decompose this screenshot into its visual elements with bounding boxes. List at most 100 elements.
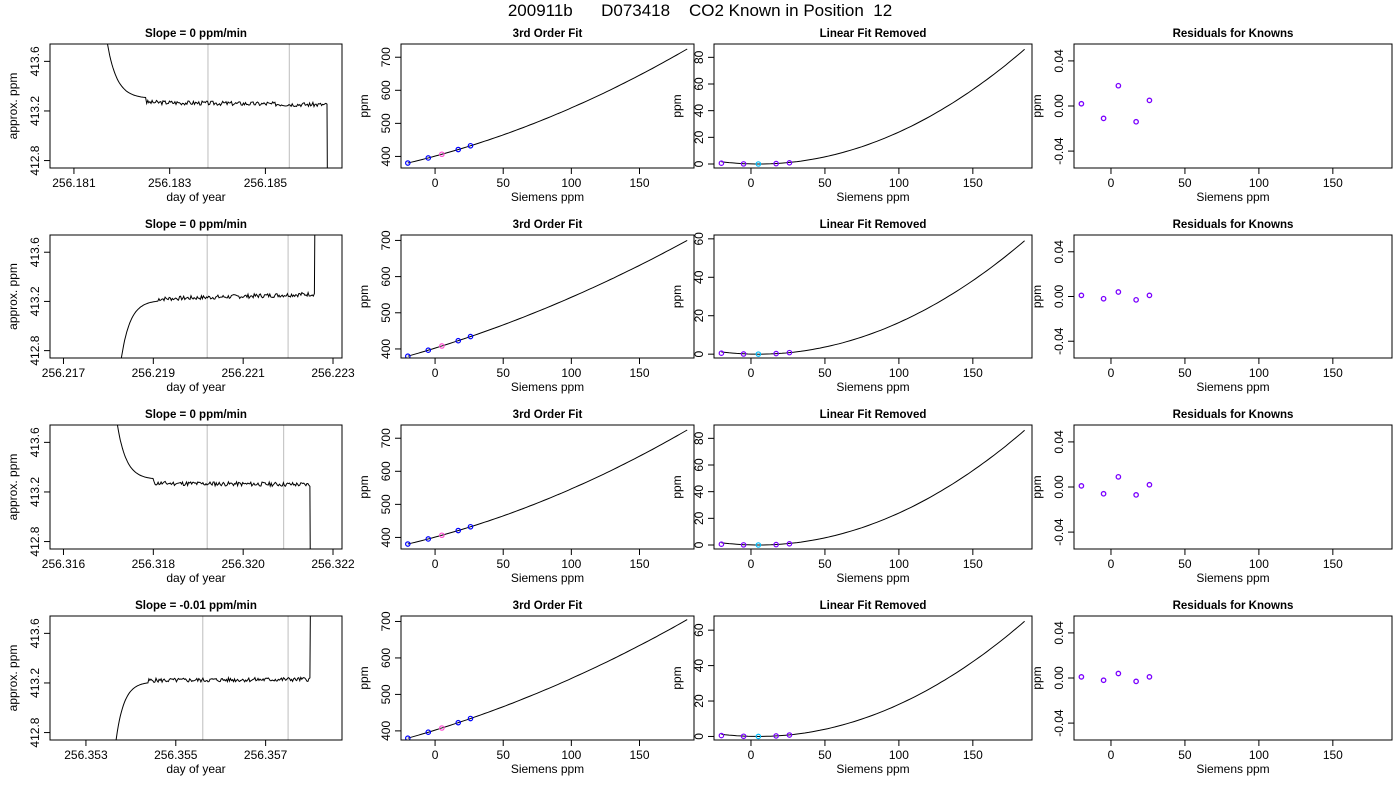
x-tick-label: 100	[561, 748, 581, 762]
panel-r2-c4: Residuals for Knowns Siemens ppm ppm 0 50 100…	[1030, 219, 1393, 394]
y-axis-label: ppm	[1030, 285, 1044, 308]
data-point	[1133, 118, 1139, 125]
plot-frame	[49, 43, 343, 169]
x-tick-label: 0	[748, 748, 755, 762]
panel-title: Residuals for Knowns	[1173, 600, 1294, 612]
fit-curve	[407, 619, 688, 739]
plot-area	[1078, 289, 1153, 303]
y-tick-label: 40	[692, 659, 706, 673]
data-point	[467, 523, 474, 530]
y-tick-label: 600	[379, 461, 393, 481]
x-axis-label: day of year	[166, 571, 225, 585]
x-tick-label: 0	[1108, 176, 1115, 190]
x-tick-label: 256.320	[221, 557, 265, 571]
y-tick-label: 413.6	[28, 46, 42, 76]
y-tick-label: 0.04	[1052, 621, 1066, 645]
y-tick-label: 700	[379, 230, 393, 250]
data-point	[718, 732, 725, 739]
x-tick-label: 50	[1178, 176, 1192, 190]
y-tick-label: 700	[379, 611, 393, 631]
plot-frame	[1073, 234, 1393, 359]
panel-r2-c1: Slope = 0 ppm/min day of year approx. ppm 2…	[6, 219, 355, 394]
y-axis-label: ppm	[357, 666, 371, 689]
y-axis-label: approx. ppm	[6, 454, 20, 521]
data-point	[740, 733, 747, 740]
x-tick-label: 0	[432, 557, 439, 571]
data-point	[1078, 292, 1085, 299]
x-tick-label: 50	[818, 748, 832, 762]
fit-curve	[721, 48, 1025, 165]
x-axis-label: Siemens ppm	[511, 571, 584, 585]
y-tick-label: 0.04	[1052, 430, 1066, 454]
panel-r3-c2: 3rd Order Fit Siemens ppm ppm 0 50 100 150 400 5…	[357, 409, 695, 585]
plot-area	[116, 425, 311, 549]
x-tick-label: 0	[748, 557, 755, 571]
y-tick-label: -0.04	[1052, 327, 1066, 355]
plot-frame	[713, 615, 1033, 741]
x-tick-label: 100	[561, 557, 581, 571]
y-tick-label: 600	[379, 648, 393, 668]
y-tick-label: 20	[692, 130, 706, 144]
y-tick-label: 500	[379, 494, 393, 514]
plot-area	[1078, 82, 1153, 125]
panel-title: Residuals for Knowns	[1173, 409, 1294, 421]
panel-r2-c2: 3rd Order Fit Siemens ppm ppm 0 50 100 150 400 5…	[357, 219, 695, 394]
data-point	[773, 733, 779, 739]
data-point	[1115, 82, 1122, 89]
y-tick-label: 500	[379, 684, 393, 704]
plot-area	[106, 44, 328, 168]
y-tick-label: 500	[379, 113, 393, 133]
plot-frame	[49, 234, 343, 359]
y-tick-label: 400	[379, 527, 393, 547]
data-point	[1133, 492, 1139, 498]
panel-r1-c2: 3rd Order Fit Siemens ppm ppm 0 50 100 150 400 5…	[357, 28, 695, 204]
plot-frame	[400, 424, 695, 550]
plot-area	[405, 429, 688, 547]
panel-r4-c3: Linear Fit Removed Siemens ppm ppm 0 50 100 15…	[670, 600, 1033, 776]
data-point	[740, 542, 747, 548]
panel-r1-c4: Residuals for Knowns Siemens ppm ppm 0 50 100…	[1030, 28, 1393, 204]
y-tick-label: 0.04	[1052, 49, 1066, 73]
plot-frame	[713, 234, 1033, 359]
x-axis-label: day of year	[166, 190, 225, 204]
x-tick-label: 256.316	[42, 557, 86, 571]
y-tick-label: 0	[692, 733, 706, 740]
y-tick-label: 20	[692, 309, 706, 323]
x-axis-label: Siemens ppm	[511, 762, 584, 776]
y-tick-label: 400	[379, 721, 393, 741]
plot-area	[1078, 474, 1153, 498]
x-axis-label: Siemens ppm	[1196, 571, 1269, 585]
plot-frame	[713, 43, 1033, 169]
panel-title: 3rd Order Fit	[513, 219, 583, 231]
y-axis-label: ppm	[670, 666, 684, 689]
x-tick-label: 150	[629, 176, 649, 190]
x-tick-label: 100	[889, 176, 909, 190]
data-point	[405, 541, 411, 547]
x-tick-label: 256.355	[154, 748, 198, 762]
data-point	[405, 735, 411, 740]
series-line	[120, 235, 316, 358]
data-point	[1100, 295, 1107, 302]
y-axis-label: ppm	[1030, 94, 1044, 117]
data-point	[1146, 481, 1153, 488]
data-point	[1100, 115, 1107, 122]
data-point	[455, 527, 462, 534]
x-axis-label: Siemens ppm	[511, 190, 584, 204]
panel-r3-c3: Linear Fit Removed Siemens ppm ppm 0 50 100 15…	[670, 409, 1033, 585]
x-tick-label: 150	[1323, 748, 1343, 762]
fit-curve	[407, 429, 688, 545]
data-point	[425, 347, 432, 353]
plot-frame	[1073, 424, 1393, 550]
data-point	[439, 151, 445, 158]
x-tick-label: 0	[432, 176, 439, 190]
x-axis-label: day of year	[166, 762, 225, 776]
x-tick-label: 0	[432, 366, 439, 380]
x-tick-label: 256.318	[132, 557, 176, 571]
x-tick-label: 50	[1178, 366, 1192, 380]
data-point	[439, 532, 445, 539]
plot-frame	[1073, 43, 1393, 169]
plot-area	[718, 620, 1025, 740]
x-axis-label: Siemens ppm	[511, 380, 584, 394]
y-tick-label: 0.04	[1052, 240, 1066, 264]
